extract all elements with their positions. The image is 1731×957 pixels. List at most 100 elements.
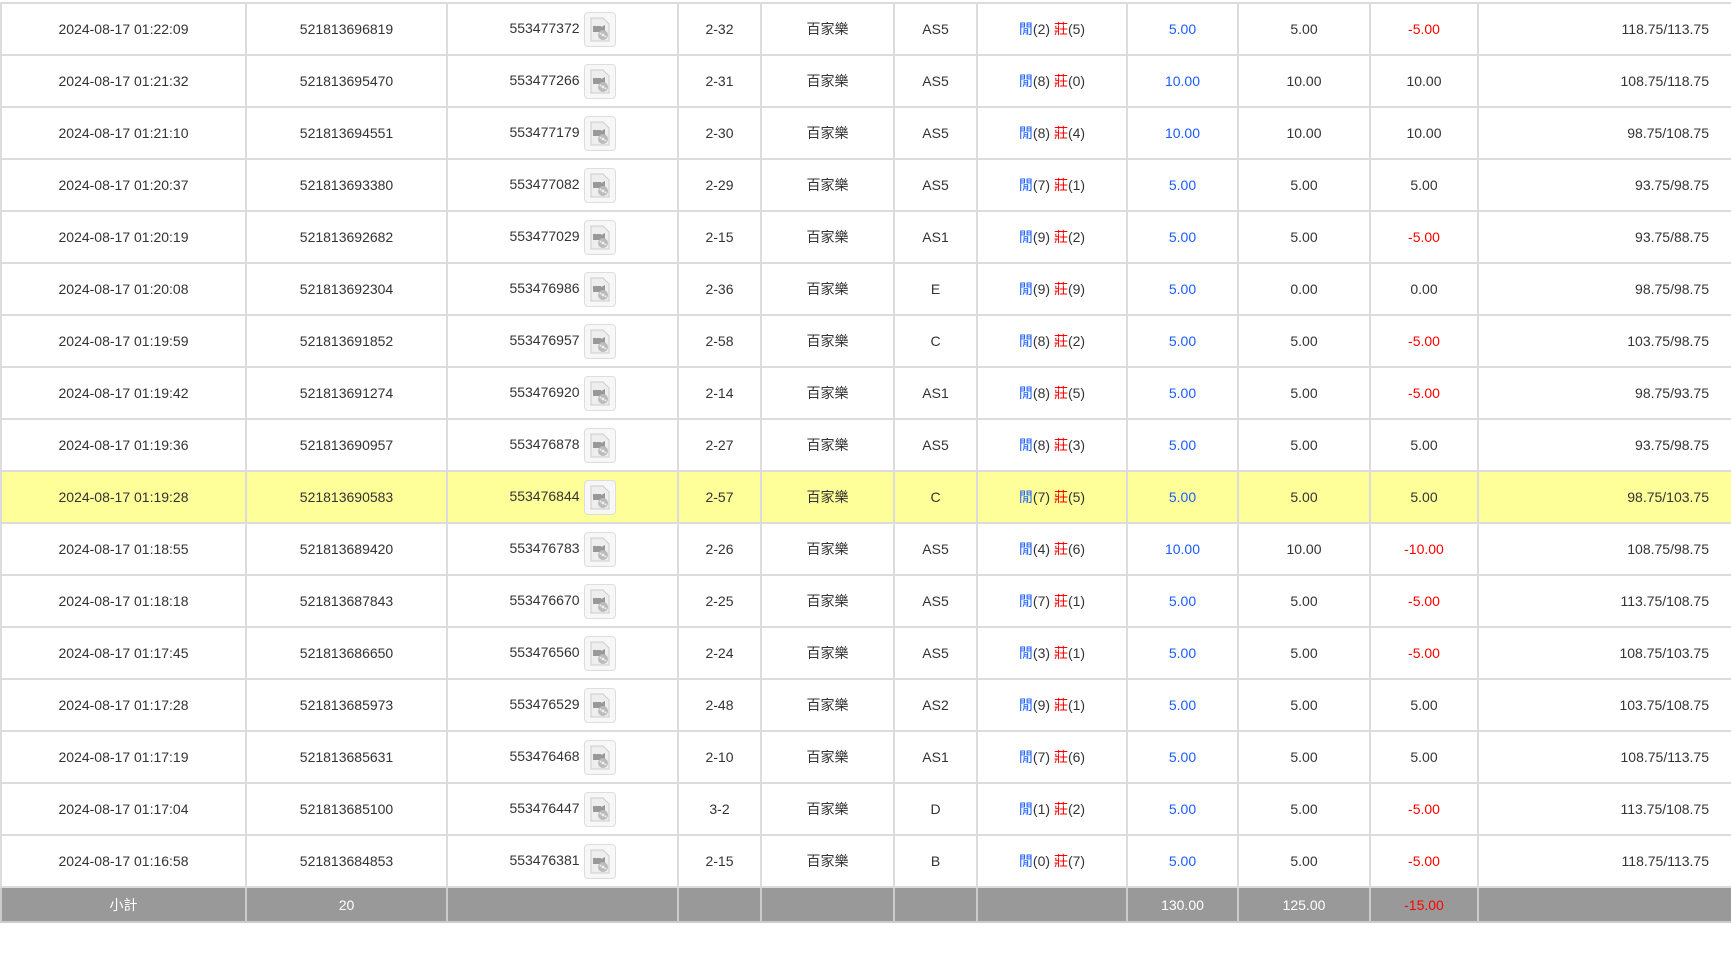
video-replay-icon[interactable] bbox=[583, 739, 616, 775]
player-label: 閒 bbox=[1018, 177, 1033, 193]
video-replay-icon[interactable] bbox=[583, 479, 616, 515]
bet-amount: 5.00 bbox=[1126, 730, 1239, 784]
game-name: 百家樂 bbox=[760, 834, 895, 888]
banker-score: (1) bbox=[1067, 697, 1086, 713]
player-score: (9) bbox=[1032, 229, 1051, 245]
balance: 103.75/98.75 bbox=[1477, 314, 1731, 368]
table-row: 2024-08-17 01:21:10 521813694551 553477179… bbox=[0, 106, 1731, 160]
table-row: 2024-08-17 01:17:04 521813685100 553476447… bbox=[0, 782, 1731, 836]
bet-type: AS5 bbox=[893, 418, 978, 472]
player-score: (7) bbox=[1032, 749, 1051, 765]
banker-score: (5) bbox=[1067, 21, 1086, 37]
player-label: 閒 bbox=[1018, 801, 1033, 817]
valid-amount: 5.00 bbox=[1237, 210, 1371, 264]
result: 閒(8) 莊(4) bbox=[976, 106, 1128, 160]
bet-time: 2024-08-17 01:22:09 bbox=[0, 2, 247, 56]
video-replay-icon[interactable] bbox=[583, 115, 616, 151]
round-cell: 553476920 bbox=[446, 366, 679, 420]
table-row: 2024-08-17 01:20:19 521813692682 553477029… bbox=[0, 210, 1731, 264]
video-replay-icon[interactable] bbox=[583, 791, 616, 827]
player-label: 閒 bbox=[1018, 21, 1033, 37]
bet-type: AS5 bbox=[893, 106, 978, 160]
table-row: 2024-08-17 01:20:37 521813693380 553477082… bbox=[0, 158, 1731, 212]
result: 閒(8) 莊(0) bbox=[976, 54, 1128, 108]
video-replay-icon[interactable] bbox=[583, 583, 616, 619]
video-replay-icon[interactable] bbox=[583, 635, 616, 671]
banker-label: 莊 bbox=[1053, 801, 1068, 817]
win-amount: -5.00 bbox=[1369, 626, 1479, 680]
bet-type: AS5 bbox=[893, 574, 978, 628]
game-name: 百家樂 bbox=[760, 522, 895, 576]
bet-type: AS1 bbox=[893, 730, 978, 784]
subtotal-label: 小計 bbox=[0, 886, 247, 923]
win-amount: 5.00 bbox=[1369, 470, 1479, 524]
balance: 118.75/113.75 bbox=[1477, 2, 1731, 56]
win-amount: 5.00 bbox=[1369, 678, 1479, 732]
round-id: 553476468 bbox=[509, 747, 580, 764]
player-score: (3) bbox=[1032, 645, 1051, 661]
round-cell: 553477179 bbox=[446, 106, 679, 160]
video-replay-icon[interactable] bbox=[583, 167, 616, 203]
banker-label: 莊 bbox=[1053, 645, 1068, 661]
valid-amount: 0.00 bbox=[1237, 262, 1371, 316]
video-replay-icon[interactable] bbox=[583, 219, 616, 255]
video-replay-icon[interactable] bbox=[583, 375, 616, 411]
table-row: 2024-08-17 01:19:36 521813690957 553476878… bbox=[0, 418, 1731, 472]
table-row: 2024-08-17 01:17:19 521813685631 553476468… bbox=[0, 730, 1731, 784]
video-replay-icon[interactable] bbox=[583, 323, 616, 359]
video-replay-icon[interactable] bbox=[583, 687, 616, 723]
bet-amount: 5.00 bbox=[1126, 782, 1239, 836]
round-cell: 553476560 bbox=[446, 626, 679, 680]
round-cell: 553476447 bbox=[446, 782, 679, 836]
bet-amount: 5.00 bbox=[1126, 834, 1239, 888]
win-amount: -5.00 bbox=[1369, 210, 1479, 264]
banker-score: (4) bbox=[1067, 125, 1086, 141]
bet-type: E bbox=[893, 262, 978, 316]
player-label: 閒 bbox=[1018, 229, 1033, 245]
bet-time: 2024-08-17 01:17:45 bbox=[0, 626, 247, 680]
video-replay-icon[interactable] bbox=[583, 843, 616, 879]
banker-label: 莊 bbox=[1053, 73, 1068, 89]
video-replay-icon[interactable] bbox=[583, 11, 616, 47]
bet-id: 521813685631 bbox=[245, 730, 448, 784]
player-score: (0) bbox=[1032, 853, 1051, 869]
video-replay-icon[interactable] bbox=[583, 427, 616, 463]
bet-id: 521813685100 bbox=[245, 782, 448, 836]
table-row: 2024-08-17 01:18:18 521813687843 553476670… bbox=[0, 574, 1731, 628]
player-score: (9) bbox=[1032, 697, 1051, 713]
player-label: 閒 bbox=[1018, 593, 1033, 609]
banker-label: 莊 bbox=[1053, 593, 1068, 609]
player-score: (8) bbox=[1032, 333, 1051, 349]
game-name: 百家樂 bbox=[760, 314, 895, 368]
video-replay-icon[interactable] bbox=[583, 531, 616, 567]
video-replay-icon[interactable] bbox=[583, 271, 616, 307]
banker-label: 莊 bbox=[1053, 333, 1068, 349]
player-score: (1) bbox=[1032, 801, 1051, 817]
bet-time: 2024-08-17 01:19:28 bbox=[0, 470, 247, 524]
player-label: 閒 bbox=[1018, 437, 1033, 453]
game-name: 百家樂 bbox=[760, 626, 895, 680]
round-id: 553476986 bbox=[509, 279, 580, 296]
balance: 108.75/118.75 bbox=[1477, 54, 1731, 108]
win-amount: -5.00 bbox=[1369, 834, 1479, 888]
result: 閒(2) 莊(5) bbox=[976, 2, 1128, 56]
game-name: 百家樂 bbox=[760, 366, 895, 420]
banker-score: (7) bbox=[1067, 853, 1086, 869]
player-label: 閒 bbox=[1018, 385, 1033, 401]
game-name: 百家樂 bbox=[760, 418, 895, 472]
banker-score: (6) bbox=[1067, 541, 1086, 557]
video-replay-icon[interactable] bbox=[583, 63, 616, 99]
banker-score: (1) bbox=[1067, 645, 1086, 661]
game-name: 百家樂 bbox=[760, 2, 895, 56]
banker-label: 莊 bbox=[1053, 697, 1068, 713]
table-no: 2-15 bbox=[677, 834, 762, 888]
round-id: 553476670 bbox=[509, 591, 580, 608]
game-name: 百家樂 bbox=[760, 54, 895, 108]
table-row: 2024-08-17 01:19:28 521813690583 553476844… bbox=[0, 470, 1731, 524]
round-id: 553477266 bbox=[509, 71, 580, 88]
bet-amount: 10.00 bbox=[1126, 54, 1239, 108]
game-name: 百家樂 bbox=[760, 262, 895, 316]
banker-score: (2) bbox=[1067, 801, 1086, 817]
bet-id: 521813694551 bbox=[245, 106, 448, 160]
player-score: (7) bbox=[1032, 177, 1051, 193]
